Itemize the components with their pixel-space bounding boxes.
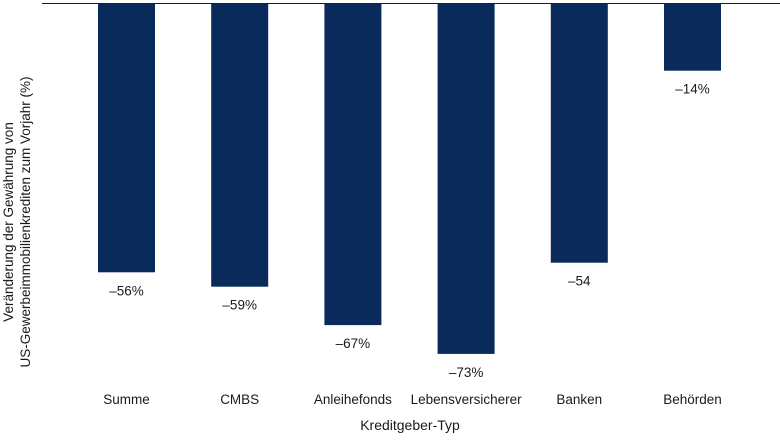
category-label: Anleihefonds — [314, 392, 392, 407]
data-label: –59% — [222, 298, 257, 313]
bars-group — [98, 3, 721, 354]
bar-cmbs — [211, 3, 269, 287]
data-label: –14% — [675, 82, 710, 97]
category-label: Lebensversicherer — [411, 392, 523, 407]
bar-lebensversicherer — [437, 3, 495, 354]
bar-beh-rden — [664, 3, 721, 71]
data-label: –56% — [109, 283, 144, 298]
data-label: –54 — [568, 274, 591, 289]
category-label: CMBS — [220, 392, 259, 407]
y-axis-label-line1: Veränderung der Gewährung von — [1, 122, 16, 322]
category-labels-group: Summe CMBS Anleihefonds Lebensversicherer Ba… — [103, 392, 722, 407]
category-label: Banken — [556, 392, 602, 407]
bar-banken — [550, 3, 608, 263]
x-axis-label: Kreditgeber-Typ — [360, 417, 460, 433]
category-label: Summe — [103, 392, 150, 407]
bar-summe — [98, 3, 155, 273]
data-labels-group: –56% –59% –67% –73% –54 –14% — [109, 82, 710, 380]
data-label: –73% — [449, 365, 484, 380]
y-axis-label-line2: US-Gewerbeimmobilienkrediten zum Vorjahr… — [18, 76, 33, 367]
data-label: –67% — [336, 336, 371, 351]
bar-anleihefonds — [324, 3, 382, 326]
category-label: Behörden — [663, 392, 722, 407]
